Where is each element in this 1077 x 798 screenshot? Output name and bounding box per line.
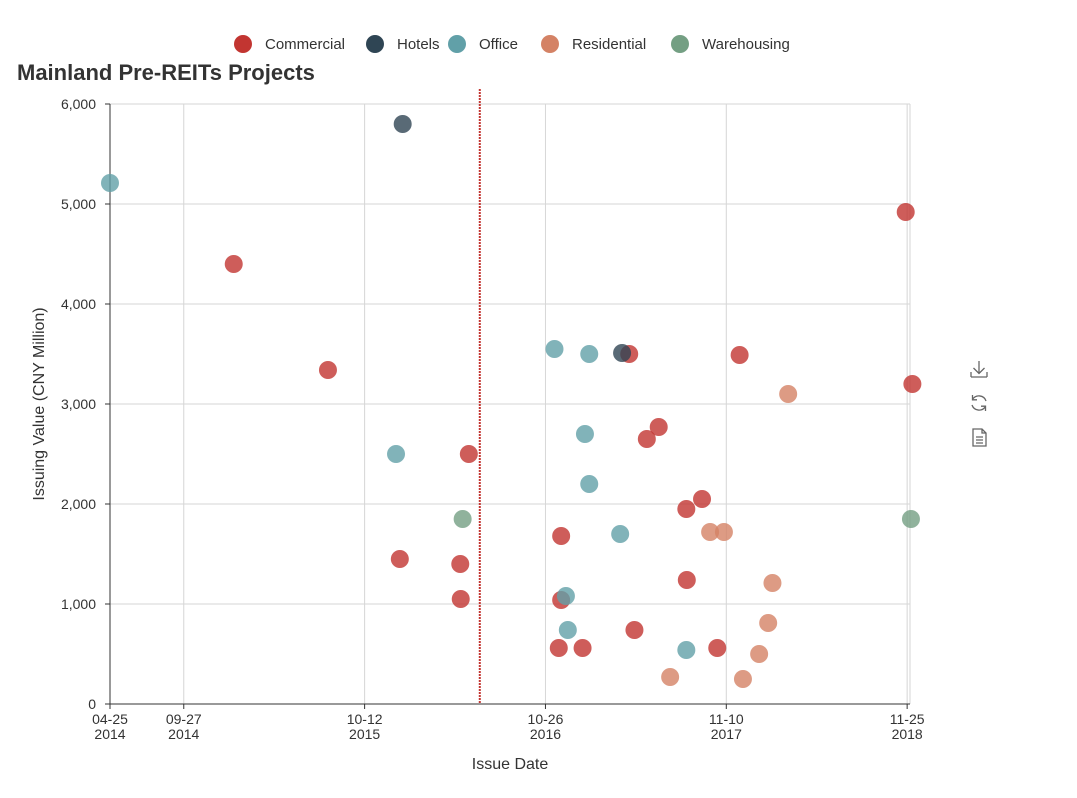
data-point[interactable]: [451, 555, 470, 573]
data-point[interactable]: [558, 621, 577, 639]
y-tick-label: 3,000: [61, 396, 96, 412]
y-tick-label: 4,000: [61, 296, 96, 312]
x-tick-label: 09-27 2014: [166, 711, 202, 742]
legend: Commercial Hotels Office Residential Warehou…: [234, 35, 790, 53]
data-point[interactable]: [318, 361, 337, 379]
data-point[interactable]: [693, 490, 712, 508]
legend-marker: [448, 35, 466, 53]
x-tick-label: 10-12 2015: [347, 711, 383, 742]
data-point[interactable]: [575, 425, 594, 443]
data-point[interactable]: [637, 430, 656, 448]
data-point[interactable]: [552, 527, 571, 545]
legend-item-hotels[interactable]: Hotels: [366, 35, 440, 53]
axes: 0 1,000 2,000 3,000 4,000 5,000 6,000 04-25 2014…: [61, 89, 925, 742]
data-point[interactable]: [549, 639, 568, 657]
chart-title: Mainland Pre-REITs Projects: [17, 60, 315, 85]
data-point[interactable]: [451, 590, 470, 608]
series-warehousing: [453, 510, 920, 528]
data-point[interactable]: [393, 115, 412, 133]
data-point[interactable]: [763, 574, 782, 592]
legend-label: Warehousing: [702, 36, 790, 53]
data-point[interactable]: [730, 346, 749, 364]
data-point[interactable]: [224, 255, 243, 273]
data-point[interactable]: [573, 639, 592, 657]
data-point[interactable]: [733, 670, 752, 688]
legend-item-commercial[interactable]: Commercial: [234, 35, 345, 53]
data-point[interactable]: [459, 445, 478, 463]
data-point[interactable]: [901, 510, 920, 528]
data-point[interactable]: [677, 571, 696, 589]
data-point[interactable]: [613, 344, 632, 362]
y-tick-label: 2,000: [61, 496, 96, 512]
y-tick-label: 5,000: [61, 196, 96, 212]
data-point[interactable]: [896, 203, 915, 221]
y-tick-label: 0: [88, 696, 96, 712]
x-tick-label: 04-25 2014: [92, 711, 128, 742]
refresh-icon[interactable]: [967, 391, 991, 415]
data-point[interactable]: [759, 614, 778, 632]
series-residential: [661, 385, 798, 688]
download-icon[interactable]: [967, 357, 991, 381]
data-point[interactable]: [661, 668, 680, 686]
grid: [109, 103, 911, 704]
data-point[interactable]: [903, 375, 922, 393]
legend-label: Hotels: [397, 36, 440, 53]
data-point[interactable]: [750, 645, 769, 663]
data-point[interactable]: [101, 174, 119, 192]
data-point[interactable]: [677, 641, 696, 659]
legend-label: Commercial: [265, 36, 345, 53]
data-point[interactable]: [701, 523, 720, 541]
data-point[interactable]: [714, 523, 733, 541]
series-commercial: [224, 203, 922, 657]
data-point[interactable]: [611, 525, 630, 543]
legend-item-residential[interactable]: Residential: [541, 35, 646, 53]
data-point[interactable]: [453, 510, 472, 528]
data-point[interactable]: [625, 621, 644, 639]
data-point[interactable]: [390, 550, 409, 568]
legend-marker: [366, 35, 384, 53]
data-point[interactable]: [649, 418, 668, 436]
x-tick-label: 10-26 2016: [528, 711, 564, 742]
data-point[interactable]: [545, 340, 564, 358]
y-axis-label: Issuing Value (CNY Million): [31, 307, 48, 500]
series-office: [101, 174, 696, 659]
legend-label: Office: [479, 36, 518, 53]
series-hotels: [393, 115, 632, 362]
toolbox: [967, 357, 991, 449]
legend-item-office[interactable]: Office: [448, 35, 518, 53]
data-point[interactable]: [387, 445, 406, 463]
data-point[interactable]: [580, 475, 599, 493]
data-point[interactable]: [556, 587, 575, 605]
y-tick-label: 1,000: [61, 596, 96, 612]
x-axis-label: Issue Date: [472, 756, 549, 773]
legend-marker: [541, 35, 559, 53]
data-point[interactable]: [779, 385, 798, 403]
y-tick-label: 6,000: [61, 96, 96, 112]
legend-label: Residential: [572, 36, 646, 53]
x-tick-label: 11-25 2018: [890, 711, 925, 742]
data-point[interactable]: [580, 345, 599, 363]
legend-marker: [234, 35, 252, 53]
data-points: [101, 115, 922, 688]
data-point[interactable]: [677, 500, 696, 518]
data-point[interactable]: [708, 639, 727, 657]
legend-marker: [671, 35, 689, 53]
legend-item-warehousing[interactable]: Warehousing: [671, 35, 790, 53]
document-icon[interactable]: [969, 425, 991, 449]
x-tick-label: 11-10 2017: [709, 711, 744, 742]
